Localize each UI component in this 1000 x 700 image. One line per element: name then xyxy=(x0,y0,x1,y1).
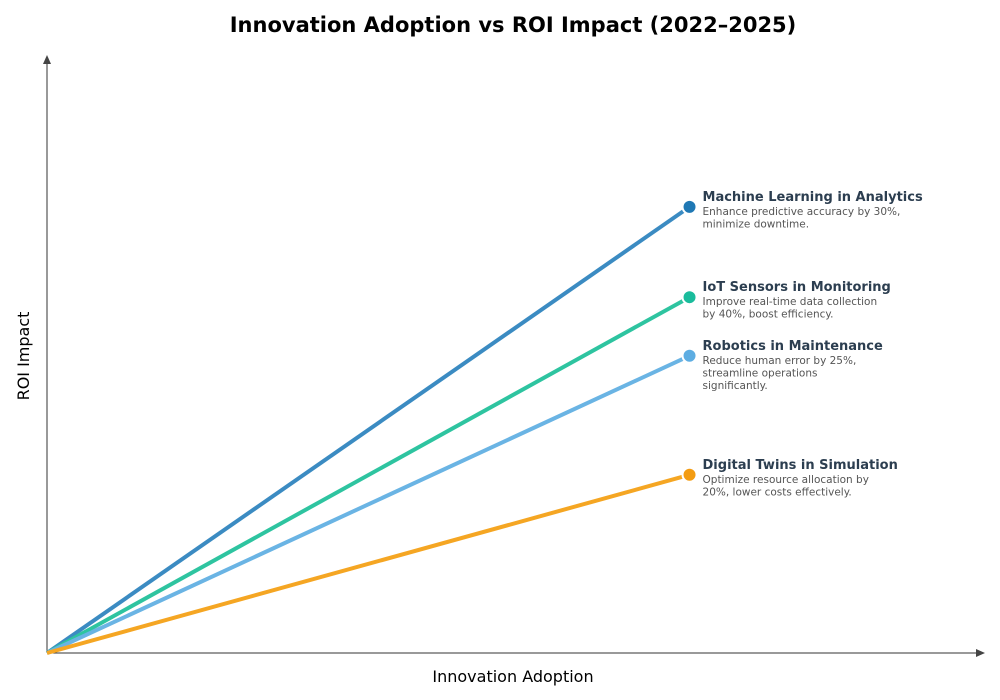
series-label: Machine Learning in Analytics xyxy=(703,190,923,205)
x-axis-arrow xyxy=(976,649,985,657)
series-description: by 40%, boost efficiency. xyxy=(703,309,834,321)
series-description: Reduce human error by 25%, xyxy=(703,355,857,367)
series-description: Optimize resource allocation by xyxy=(703,474,869,486)
series-line xyxy=(46,295,691,655)
series-description: significantly. xyxy=(703,380,768,392)
chart-title: Innovation Adoption vs ROI Impact (2022–… xyxy=(230,13,797,37)
x-axis-label: Innovation Adoption xyxy=(432,667,593,686)
series-endpoint-marker xyxy=(681,198,698,215)
series-endpoint-marker xyxy=(681,466,698,483)
series-label: Robotics in Maintenance xyxy=(703,339,883,354)
series-line xyxy=(46,472,691,655)
series-endpoint-marker xyxy=(681,347,698,364)
series-label: Digital Twins in Simulation xyxy=(703,458,898,473)
y-axis-label: ROI Impact xyxy=(14,312,33,401)
series-description: Improve real-time data collection xyxy=(703,296,878,308)
series-endpoint-marker xyxy=(681,289,698,306)
series-description: minimize downtime. xyxy=(703,218,810,230)
series-description: Enhance predictive accuracy by 30%, xyxy=(703,206,901,218)
series-description: 20%, lower costs effectively. xyxy=(703,486,852,498)
series-description: streamline operations xyxy=(703,367,818,379)
series-line xyxy=(46,353,691,655)
series-line xyxy=(45,205,691,655)
y-axis-arrow xyxy=(43,55,51,64)
series-label: IoT Sensors in Monitoring xyxy=(703,280,891,295)
